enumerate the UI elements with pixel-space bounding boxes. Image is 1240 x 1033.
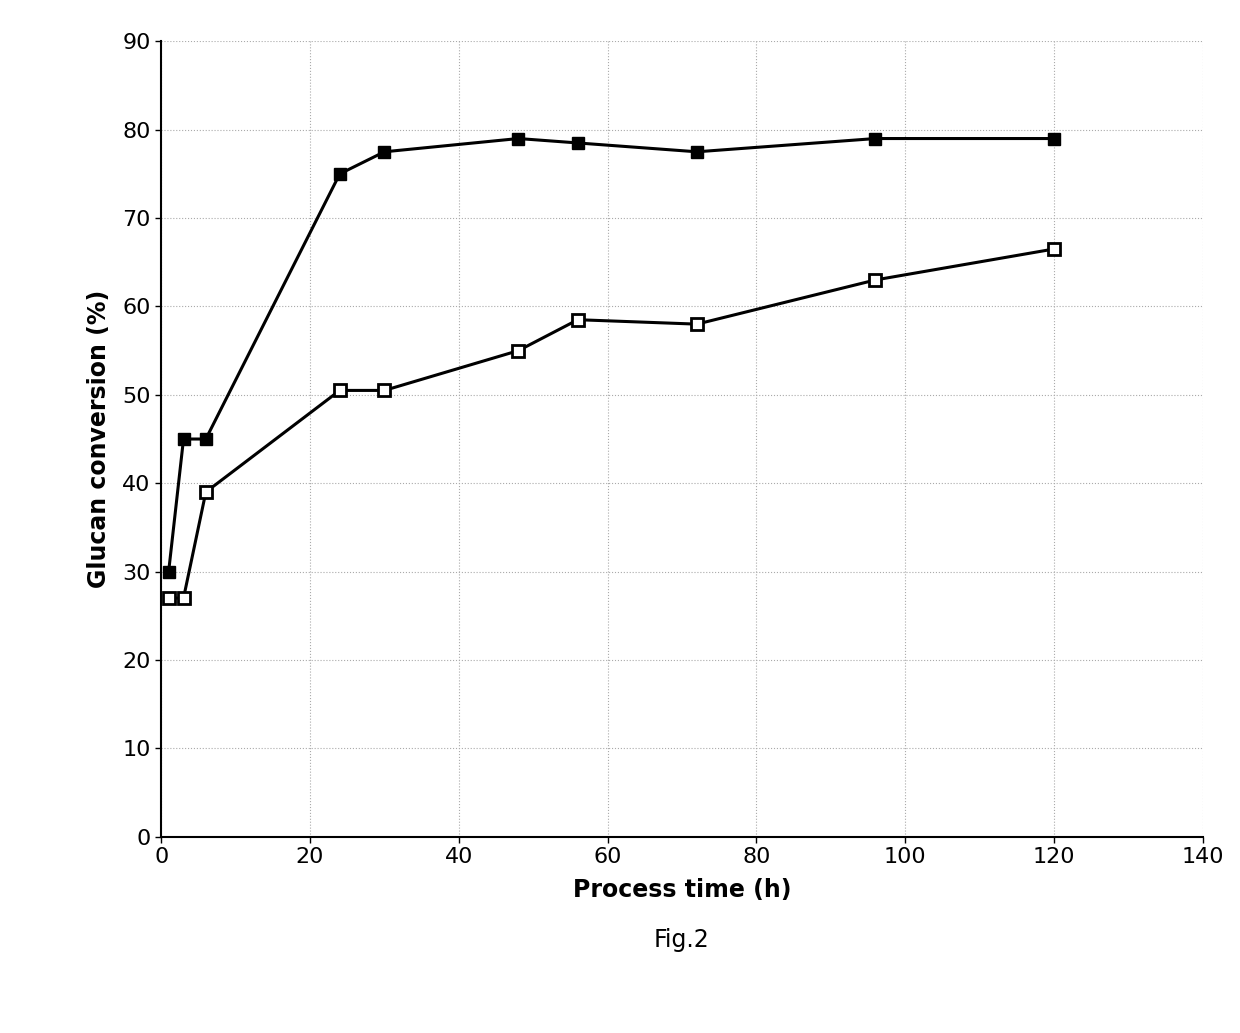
Y-axis label: Glucan conversion (%): Glucan conversion (%) <box>87 290 112 588</box>
X-axis label: Process time (h): Process time (h) <box>573 878 791 902</box>
Text: Fig.2: Fig.2 <box>655 928 709 952</box>
